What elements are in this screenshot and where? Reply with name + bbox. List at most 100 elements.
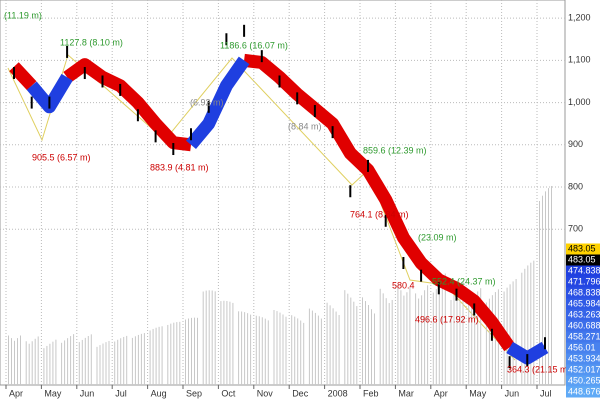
volume-bar bbox=[432, 292, 434, 385]
price-label: 483.05 bbox=[568, 243, 596, 253]
volume-bar bbox=[25, 341, 27, 385]
volume-bar bbox=[494, 292, 496, 385]
volume-bar bbox=[338, 315, 340, 385]
volume-bar bbox=[229, 301, 231, 385]
volume-bar bbox=[81, 339, 83, 385]
volume-bar bbox=[167, 324, 169, 385]
volume-bar bbox=[530, 262, 532, 385]
volume-bar bbox=[108, 340, 110, 385]
price-label: 468.838 bbox=[568, 287, 600, 297]
volume-bar bbox=[202, 291, 204, 385]
volume-bar bbox=[232, 302, 234, 385]
volume-bar bbox=[28, 343, 30, 385]
y-tick-label: 700 bbox=[568, 224, 583, 234]
volume-bar bbox=[450, 299, 452, 385]
volume-bar bbox=[488, 298, 490, 385]
ribbon bbox=[9, 53, 515, 352]
volume-bar bbox=[191, 317, 192, 385]
annotation: (23.09 m) bbox=[418, 232, 457, 242]
volume-bar bbox=[173, 322, 175, 385]
x-tick-label: Nov bbox=[257, 388, 274, 398]
volume-bar bbox=[441, 278, 443, 385]
annotation: 580.4 bbox=[392, 280, 415, 290]
volume-bar bbox=[105, 342, 107, 385]
annotation: 764.1 (8.84 m) bbox=[350, 209, 409, 219]
x-tick-label: Apr bbox=[9, 388, 23, 398]
volume-bar bbox=[391, 299, 393, 385]
volume-bar bbox=[515, 279, 517, 385]
volume-bar bbox=[87, 336, 89, 385]
volume-bar bbox=[297, 318, 299, 385]
volume-bar bbox=[276, 311, 278, 385]
volume-bar bbox=[521, 272, 523, 385]
volume-bar bbox=[67, 338, 69, 385]
volume-bar bbox=[8, 335, 9, 385]
volume-bar bbox=[55, 339, 57, 385]
volume-bar bbox=[468, 303, 470, 385]
volume-bar bbox=[255, 315, 257, 385]
price-label: 471.796 bbox=[568, 276, 600, 286]
annotation: 1127.8 (8.10 m) bbox=[60, 37, 123, 47]
volume-bar bbox=[161, 326, 163, 385]
volume-bar bbox=[320, 318, 322, 385]
price-label: 456.01 bbox=[568, 342, 596, 352]
volume-bar bbox=[424, 290, 426, 385]
volume-bar bbox=[548, 188, 549, 385]
y-tick-label: 1,100 bbox=[568, 55, 591, 65]
volume-bar bbox=[43, 348, 45, 385]
price-label-box bbox=[566, 386, 600, 398]
price-label-box bbox=[566, 320, 600, 332]
volume-bar bbox=[371, 309, 372, 385]
volume-bar bbox=[453, 295, 455, 385]
volume-bar bbox=[152, 328, 154, 385]
x-tick-label: Apr bbox=[434, 388, 448, 398]
x-tick-label: Mar bbox=[398, 388, 414, 398]
volume-bar bbox=[388, 303, 390, 385]
price-label-box bbox=[566, 254, 600, 266]
annotation: 905.5 (6.57 m) bbox=[32, 152, 91, 162]
volume-bar bbox=[542, 195, 543, 385]
price-label-box bbox=[566, 375, 600, 387]
x-tick-label: May bbox=[44, 388, 62, 398]
volume-bar bbox=[78, 342, 80, 385]
volume-bar bbox=[241, 311, 243, 385]
price-label-box bbox=[566, 364, 600, 376]
x-tick-label: Feb bbox=[363, 388, 379, 398]
x-tick-label: Jun bbox=[505, 388, 520, 398]
volume-bar bbox=[512, 281, 514, 385]
volume-bar bbox=[176, 322, 178, 385]
x-tick-label: 2008 bbox=[328, 388, 348, 398]
annotation: 364.3 (21.15 m) bbox=[507, 364, 571, 374]
volume-bar bbox=[480, 288, 482, 385]
volume-bar bbox=[250, 314, 252, 385]
volume-bar bbox=[409, 286, 411, 385]
x-tick-label: Dec bbox=[292, 388, 309, 398]
price-label-box bbox=[566, 309, 600, 321]
volume-bar bbox=[385, 298, 387, 385]
price-label: 465.984 bbox=[568, 298, 600, 308]
y-tick-label: 1,200 bbox=[568, 13, 591, 23]
volume-bar bbox=[197, 317, 198, 385]
volume-bar bbox=[52, 341, 54, 385]
volume-bar bbox=[149, 330, 151, 385]
volume-bar bbox=[308, 308, 310, 385]
annotation: 859.6 (12.39 m) bbox=[363, 145, 427, 155]
x-tick-label: Jul bbox=[540, 388, 552, 398]
price-label-box bbox=[566, 298, 600, 310]
x-tick-label: Jun bbox=[80, 388, 95, 398]
volume-bar bbox=[438, 283, 440, 385]
volume-bar bbox=[267, 320, 269, 385]
volume-bar bbox=[155, 327, 157, 385]
y-tick-label: 900 bbox=[568, 139, 583, 149]
volume-bar bbox=[474, 295, 476, 385]
price-label: 453.934 bbox=[568, 353, 600, 363]
volume-bar bbox=[14, 340, 15, 385]
price-label: 458.271 bbox=[568, 331, 600, 341]
volume-bar bbox=[374, 313, 375, 385]
volume-bar bbox=[317, 315, 319, 385]
volume-bar bbox=[194, 317, 195, 385]
volume-bar bbox=[244, 312, 246, 385]
volume-bar bbox=[344, 290, 346, 385]
volume-bar bbox=[223, 300, 225, 385]
volume-bar bbox=[379, 288, 381, 385]
